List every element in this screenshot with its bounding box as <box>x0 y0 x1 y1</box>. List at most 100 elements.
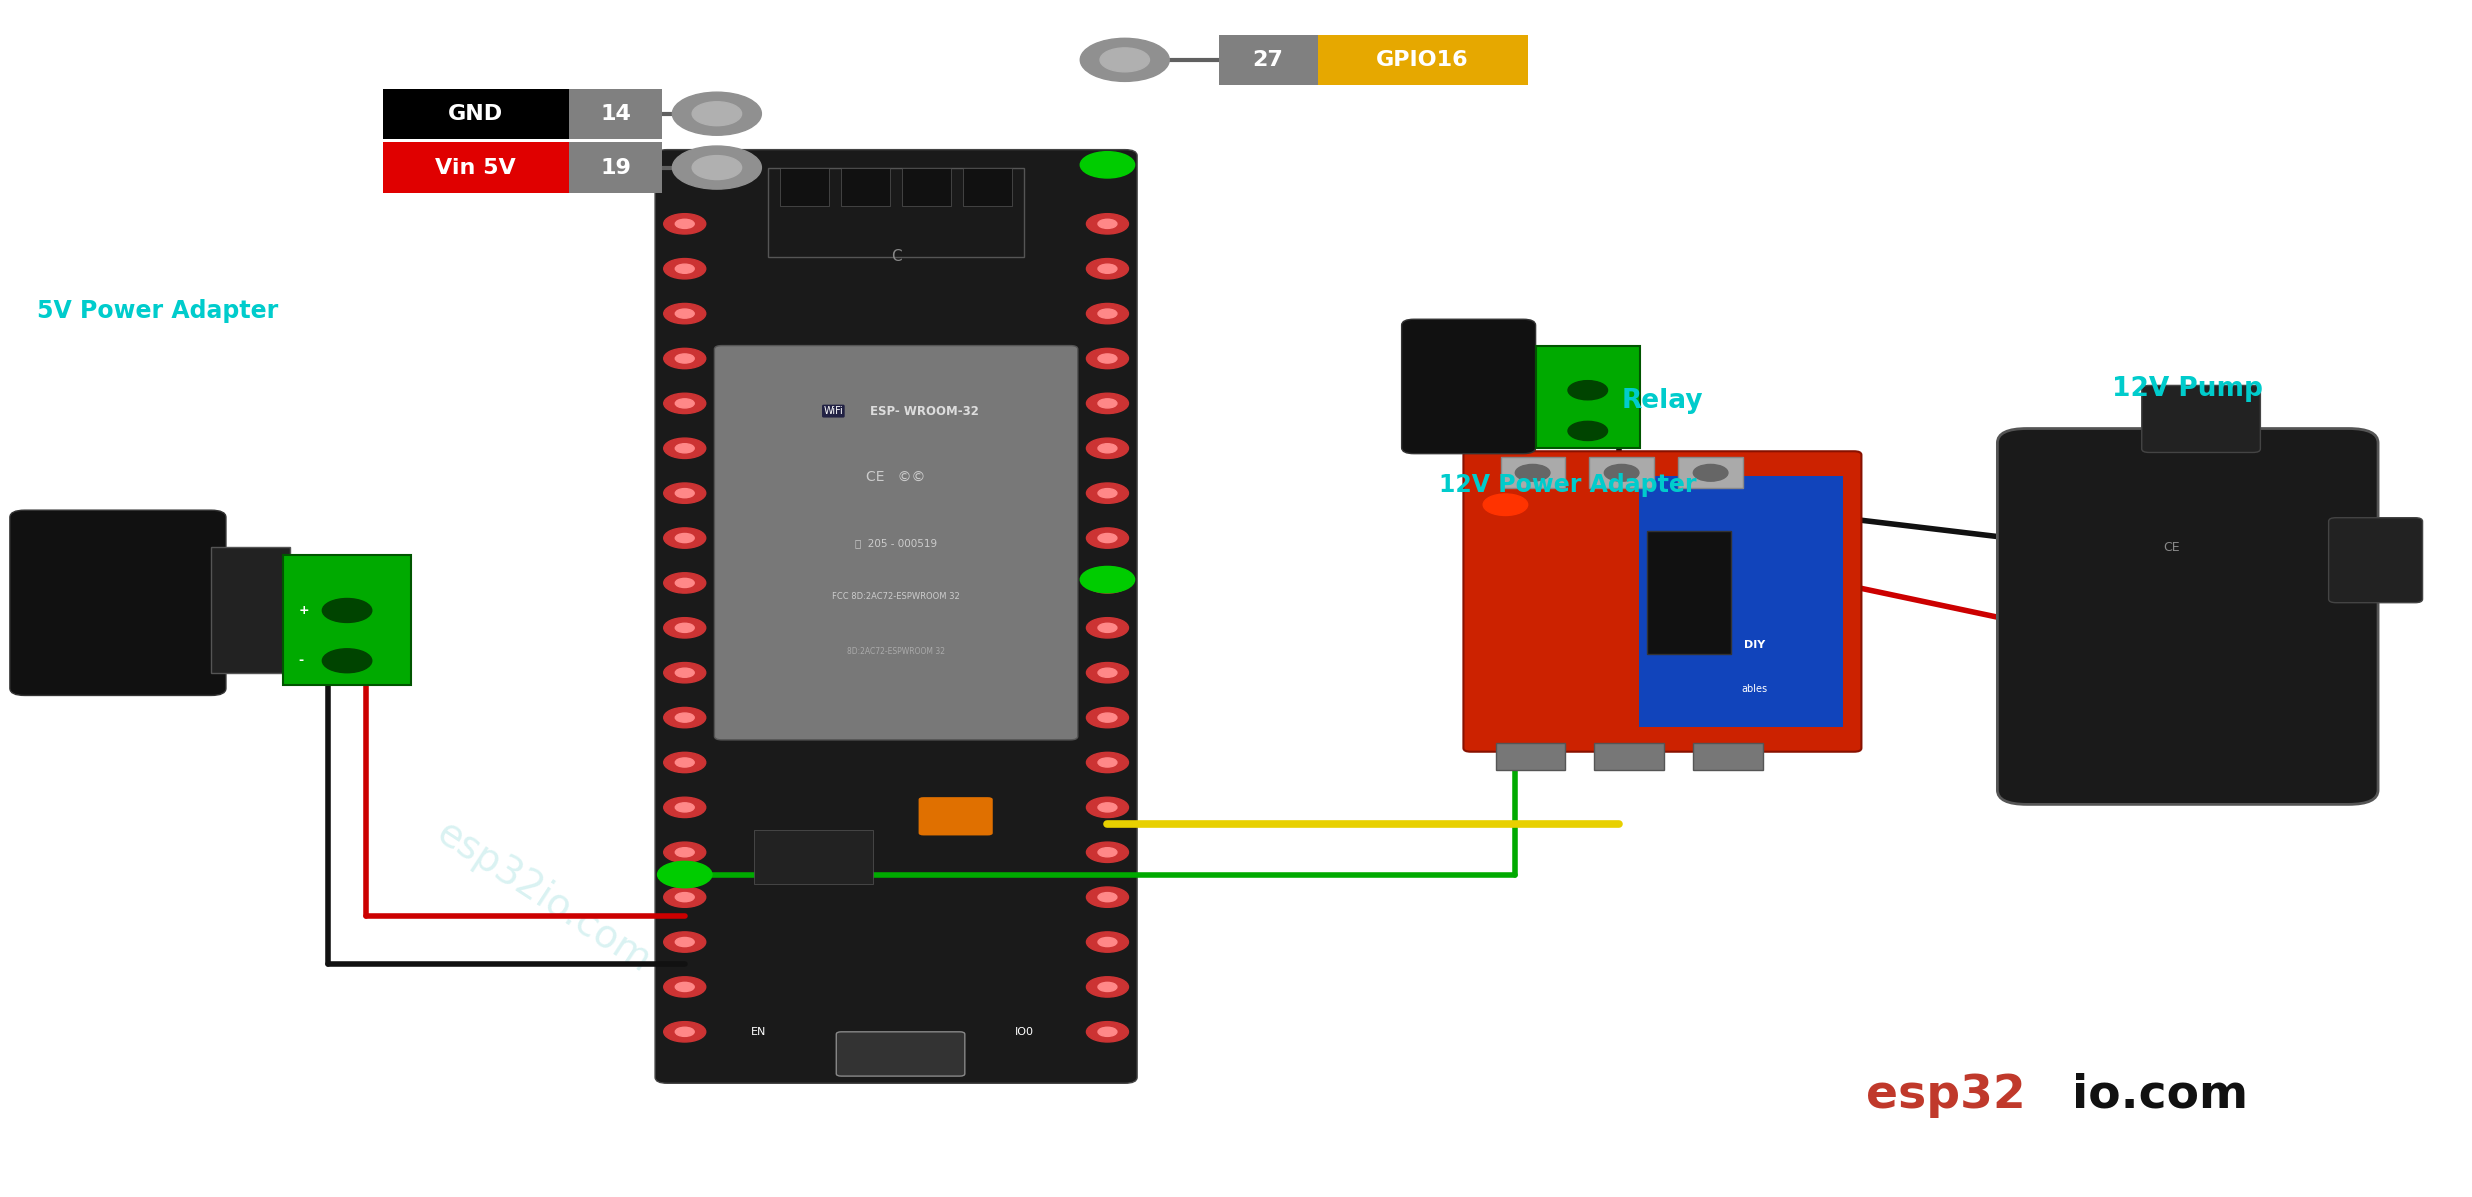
Text: EN: EN <box>751 1027 766 1037</box>
FancyBboxPatch shape <box>1646 531 1730 655</box>
Circle shape <box>675 713 695 722</box>
FancyBboxPatch shape <box>569 142 662 193</box>
Circle shape <box>662 213 707 235</box>
FancyBboxPatch shape <box>840 168 890 206</box>
Circle shape <box>675 937 695 947</box>
Text: esp32io.com: esp32io.com <box>430 814 658 982</box>
Circle shape <box>692 102 742 126</box>
Circle shape <box>1088 348 1127 369</box>
FancyBboxPatch shape <box>1693 743 1763 770</box>
Circle shape <box>675 1027 695 1037</box>
Text: 8D:2AC72-ESPWROOM 32: 8D:2AC72-ESPWROOM 32 <box>848 646 944 656</box>
Circle shape <box>675 488 695 498</box>
FancyBboxPatch shape <box>1678 457 1743 488</box>
Circle shape <box>675 444 695 452</box>
Text: +: + <box>299 604 309 616</box>
Circle shape <box>662 797 707 818</box>
Circle shape <box>675 893 695 901</box>
Text: ESP- WROOM-32: ESP- WROOM-32 <box>870 405 979 418</box>
Circle shape <box>675 983 695 991</box>
FancyBboxPatch shape <box>779 168 828 206</box>
Circle shape <box>1088 931 1127 953</box>
Circle shape <box>692 156 742 180</box>
Circle shape <box>675 354 695 363</box>
Circle shape <box>675 578 695 588</box>
Text: 19: 19 <box>601 158 630 177</box>
Circle shape <box>675 265 695 273</box>
Circle shape <box>1088 393 1127 413</box>
Circle shape <box>675 668 695 678</box>
Circle shape <box>1098 983 1117 991</box>
Circle shape <box>662 528 707 548</box>
Text: 12V Power Adapter: 12V Power Adapter <box>1439 473 1696 497</box>
Text: -: - <box>299 655 304 667</box>
Text: DIY: DIY <box>1743 640 1765 650</box>
Circle shape <box>1088 303 1127 323</box>
FancyBboxPatch shape <box>383 142 569 193</box>
Circle shape <box>662 752 707 773</box>
FancyBboxPatch shape <box>920 797 994 836</box>
FancyBboxPatch shape <box>1219 35 1318 85</box>
Text: WiFi: WiFi <box>823 406 843 417</box>
Circle shape <box>675 309 695 318</box>
Circle shape <box>658 862 712 888</box>
Circle shape <box>1100 48 1149 72</box>
Circle shape <box>1080 38 1169 81</box>
Circle shape <box>662 618 707 638</box>
FancyBboxPatch shape <box>1594 743 1664 770</box>
Circle shape <box>675 399 695 408</box>
Circle shape <box>321 649 371 673</box>
FancyBboxPatch shape <box>655 150 1137 1083</box>
Text: CE: CE <box>2163 541 2180 553</box>
Circle shape <box>1098 937 1117 947</box>
Circle shape <box>1098 488 1117 498</box>
FancyBboxPatch shape <box>10 510 225 695</box>
Text: 12V Pump: 12V Pump <box>2111 376 2264 402</box>
Text: 5V Power Adapter: 5V Power Adapter <box>37 299 279 323</box>
Circle shape <box>1693 464 1728 481</box>
Circle shape <box>1088 572 1127 593</box>
Circle shape <box>1098 309 1117 318</box>
Circle shape <box>1098 265 1117 273</box>
Text: Relay: Relay <box>1622 388 1703 414</box>
Circle shape <box>662 482 707 503</box>
Circle shape <box>1098 713 1117 722</box>
Text: FCC 8D:2AC72-ESPWROOM 32: FCC 8D:2AC72-ESPWROOM 32 <box>833 593 959 601</box>
Circle shape <box>1088 663 1127 682</box>
Circle shape <box>1098 758 1117 767</box>
FancyBboxPatch shape <box>1535 346 1639 448</box>
Circle shape <box>1098 847 1117 857</box>
Circle shape <box>662 707 707 728</box>
Circle shape <box>1098 444 1117 452</box>
Circle shape <box>1483 494 1528 516</box>
Circle shape <box>1088 887 1127 907</box>
Circle shape <box>662 438 707 458</box>
Text: ables: ables <box>1740 685 1767 694</box>
FancyBboxPatch shape <box>2329 517 2423 603</box>
Circle shape <box>675 624 695 632</box>
FancyBboxPatch shape <box>902 168 952 206</box>
Circle shape <box>672 146 761 189</box>
Circle shape <box>1098 624 1117 632</box>
Circle shape <box>1098 668 1117 678</box>
Text: 14: 14 <box>601 104 630 123</box>
FancyBboxPatch shape <box>2141 385 2259 452</box>
FancyBboxPatch shape <box>1496 743 1565 770</box>
FancyBboxPatch shape <box>964 168 1014 206</box>
FancyBboxPatch shape <box>1639 476 1842 727</box>
Text: Vin 5V: Vin 5V <box>435 158 517 177</box>
Circle shape <box>1098 534 1117 542</box>
Text: esp32: esp32 <box>1866 1073 2027 1118</box>
Text: GND: GND <box>447 104 504 123</box>
FancyBboxPatch shape <box>210 547 289 673</box>
Circle shape <box>1088 843 1127 862</box>
Circle shape <box>1088 213 1127 235</box>
FancyBboxPatch shape <box>1318 35 1528 85</box>
FancyBboxPatch shape <box>569 89 662 139</box>
FancyBboxPatch shape <box>282 555 410 685</box>
FancyBboxPatch shape <box>383 89 569 139</box>
FancyBboxPatch shape <box>1402 320 1535 454</box>
FancyBboxPatch shape <box>836 1032 964 1076</box>
FancyBboxPatch shape <box>754 830 873 883</box>
Circle shape <box>662 663 707 682</box>
